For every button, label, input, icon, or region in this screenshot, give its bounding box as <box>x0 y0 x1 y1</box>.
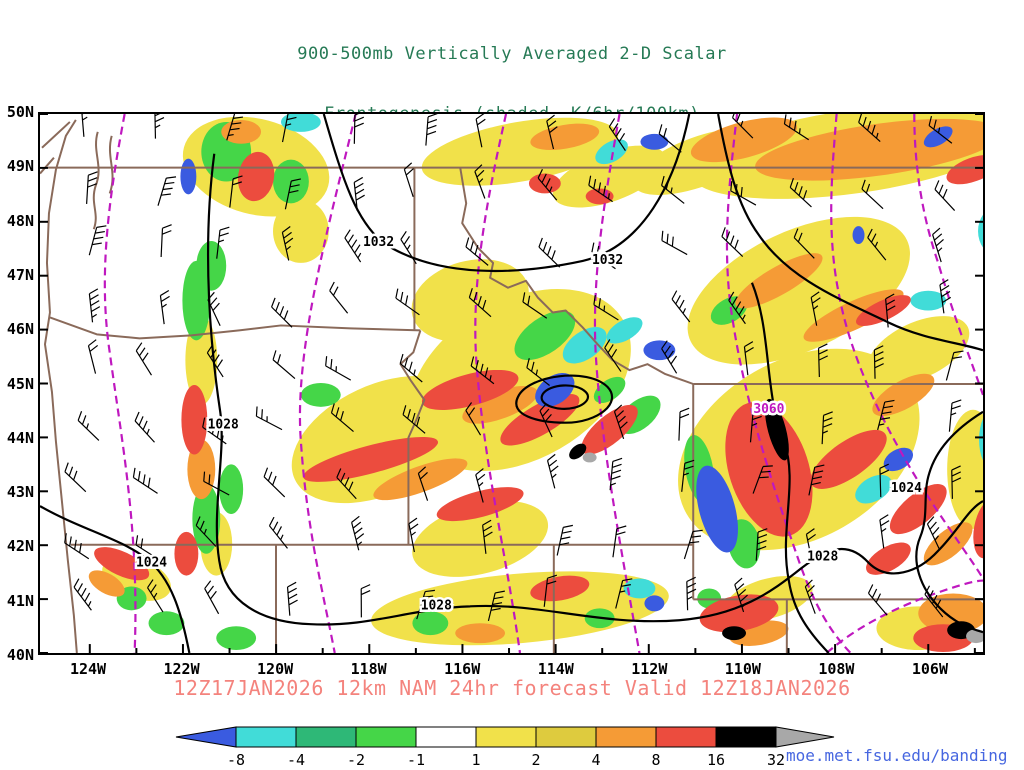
lon-label: 122W <box>163 660 200 678</box>
colorbar-tick-label: 8 <box>651 751 660 769</box>
height-contours <box>103 114 983 653</box>
height-contour-label: 3060 <box>753 402 784 417</box>
title-line-1: 900-500mb Vertically Averaged 2-D Scalar <box>297 44 727 64</box>
mslp-contour-label: 1024 <box>136 556 167 571</box>
colorbar-tick-label: -4 <box>287 751 305 769</box>
mslp-contour-label: 1024 <box>891 481 922 496</box>
lat-label: 41N <box>6 591 34 610</box>
colorbar-segment <box>295 726 357 748</box>
colorbar-segment <box>475 726 537 748</box>
credit-link[interactable]: moe.met.fsu.edu/banding <box>786 746 1008 765</box>
colorbar-tick-label: -1 <box>407 751 425 769</box>
colorbar-right-arrow <box>775 726 835 748</box>
colorbar-segment <box>715 726 777 748</box>
lat-label: 40N <box>6 646 34 664</box>
lat-label: 44N <box>6 428 34 447</box>
mslp-contour-label: 1032 <box>592 253 623 268</box>
colorbar-tick-label: 2 <box>531 751 540 769</box>
colorbar-segment <box>595 726 657 748</box>
map-area: 1032 1032 1028 1024 1028 1028 1024 3060 <box>38 112 985 655</box>
colorbar-segment <box>235 726 297 748</box>
mslp-contour-label: 1032 <box>363 235 394 250</box>
lat-label: 45N <box>6 374 34 393</box>
colorbar-segment <box>535 726 597 748</box>
lon-label: 112W <box>631 660 668 678</box>
lat-label: 49N <box>6 157 34 176</box>
lon-label: 120W <box>257 660 294 678</box>
lat-label: 48N <box>6 211 34 230</box>
forecast-caption: 12Z17JAN2026 12km NAM 24hr forecast Vali… <box>173 676 851 700</box>
colorbar-segment <box>655 726 717 748</box>
mslp-contour-label: 1028 <box>807 550 838 565</box>
lat-label: 46N <box>6 320 34 339</box>
colorbar-tick-label: -8 <box>227 751 245 769</box>
lat-label: 47N <box>6 265 34 284</box>
lon-label: 114W <box>537 660 574 678</box>
colorbar-tick-label: 16 <box>707 751 725 769</box>
lat-label: 43N <box>6 483 34 502</box>
colorbar-segment <box>355 726 417 748</box>
frontogenesis-shading <box>88 114 983 653</box>
mslp-contour-label: 1028 <box>208 418 239 433</box>
lon-label: 118W <box>350 660 387 678</box>
colorbar-tick-label: 4 <box>591 751 600 769</box>
lon-label: 116W <box>444 660 481 678</box>
colorbar-tick-label: 32 <box>767 751 785 769</box>
lat-label: 50N <box>6 103 34 121</box>
mslp-contour-label: 1028 <box>421 598 452 613</box>
lon-label: 106W <box>911 660 948 678</box>
map-canvas: 1032 1032 1028 1024 1028 1028 1024 3060 <box>40 114 983 653</box>
colorbar-tick-label: 1 <box>471 751 480 769</box>
colorbar: -8 -4 -2 -1 1 2 4 8 16 32 <box>175 726 835 769</box>
colorbar-left-arrow <box>175 726 237 748</box>
lon-label: 108W <box>818 660 855 678</box>
lon-label: 124W <box>69 660 107 678</box>
state-borders <box>40 119 983 653</box>
lon-label: 110W <box>724 660 761 678</box>
axis-ticks <box>40 114 983 653</box>
wind-barbs <box>64 114 964 622</box>
colorbar-tick-label: -2 <box>347 751 365 769</box>
lat-label: 42N <box>6 537 34 556</box>
colorbar-segment <box>415 726 477 748</box>
